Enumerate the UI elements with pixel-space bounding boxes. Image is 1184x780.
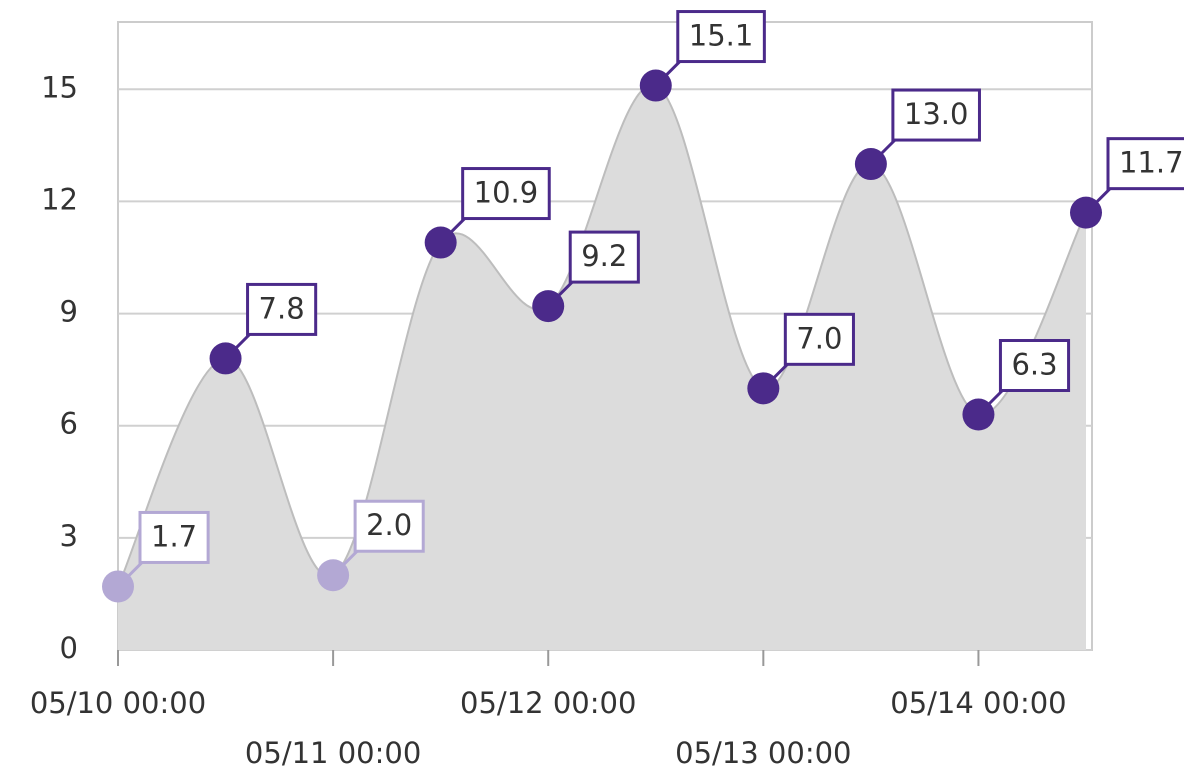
data-label: 10.9 bbox=[461, 167, 551, 221]
data-label: 9.2 bbox=[568, 230, 640, 284]
data-point bbox=[102, 570, 134, 603]
data-point bbox=[747, 372, 780, 405]
data-label-box bbox=[891, 88, 981, 142]
data-label: 1.7 bbox=[138, 510, 210, 564]
data-label: 11.7 bbox=[1106, 137, 1184, 191]
area-line bbox=[117, 84, 1087, 587]
data-point bbox=[962, 398, 995, 431]
data-label-box bbox=[568, 230, 640, 284]
data-label-text: 13.0 bbox=[904, 97, 969, 131]
y-tick-label: 15 bbox=[41, 70, 78, 104]
data-label-text: 10.9 bbox=[474, 176, 539, 210]
data-point bbox=[424, 226, 457, 259]
data-point bbox=[209, 342, 242, 375]
data-label: 13.0 bbox=[891, 88, 981, 142]
data-label-box bbox=[783, 312, 855, 366]
data-label: 6.3 bbox=[998, 339, 1071, 392]
data-point bbox=[1070, 196, 1102, 229]
data-label-text: 6.3 bbox=[1011, 348, 1057, 382]
area bbox=[118, 84, 1086, 650]
y-tick-label: 0 bbox=[60, 631, 78, 665]
data-label-box bbox=[461, 167, 551, 221]
data-point bbox=[532, 290, 565, 323]
data-label-box bbox=[353, 499, 425, 553]
y-tick-label: 6 bbox=[60, 407, 78, 441]
data-label-box bbox=[1106, 137, 1184, 191]
y-tick-label: 9 bbox=[60, 295, 78, 329]
data-label-text: 15.1 bbox=[689, 19, 754, 53]
data-label: 7.8 bbox=[246, 282, 318, 336]
data-label-text: 1.7 bbox=[151, 519, 197, 553]
data-point bbox=[639, 69, 672, 102]
y-tick-label: 3 bbox=[60, 519, 78, 553]
y-tick-label: 12 bbox=[41, 182, 78, 216]
data-label-text: 11.7 bbox=[1119, 146, 1184, 180]
data-point bbox=[317, 559, 350, 592]
x-tick-label: 05/13 00:00 bbox=[675, 736, 851, 770]
data-label-box bbox=[676, 10, 766, 64]
data-label-text: 9.2 bbox=[581, 239, 627, 273]
x-tick-label: 05/14 00:00 bbox=[890, 686, 1066, 720]
x-tick-label: 05/10 00:00 bbox=[30, 686, 206, 720]
data-label: 15.1 bbox=[676, 10, 766, 64]
data-label: 2.0 bbox=[353, 499, 425, 553]
data-label-text: 7.0 bbox=[796, 321, 842, 355]
data-label-text: 7.8 bbox=[259, 291, 305, 325]
data-label-box bbox=[998, 339, 1071, 392]
data-label-text: 2.0 bbox=[366, 508, 412, 542]
data-label-box bbox=[138, 510, 210, 564]
data-label-box bbox=[246, 282, 318, 336]
x-tick-label: 05/11 00:00 bbox=[245, 736, 421, 770]
data-label: 7.0 bbox=[783, 312, 855, 366]
x-tick-label: 05/12 00:00 bbox=[460, 686, 636, 720]
data-point bbox=[854, 148, 887, 181]
